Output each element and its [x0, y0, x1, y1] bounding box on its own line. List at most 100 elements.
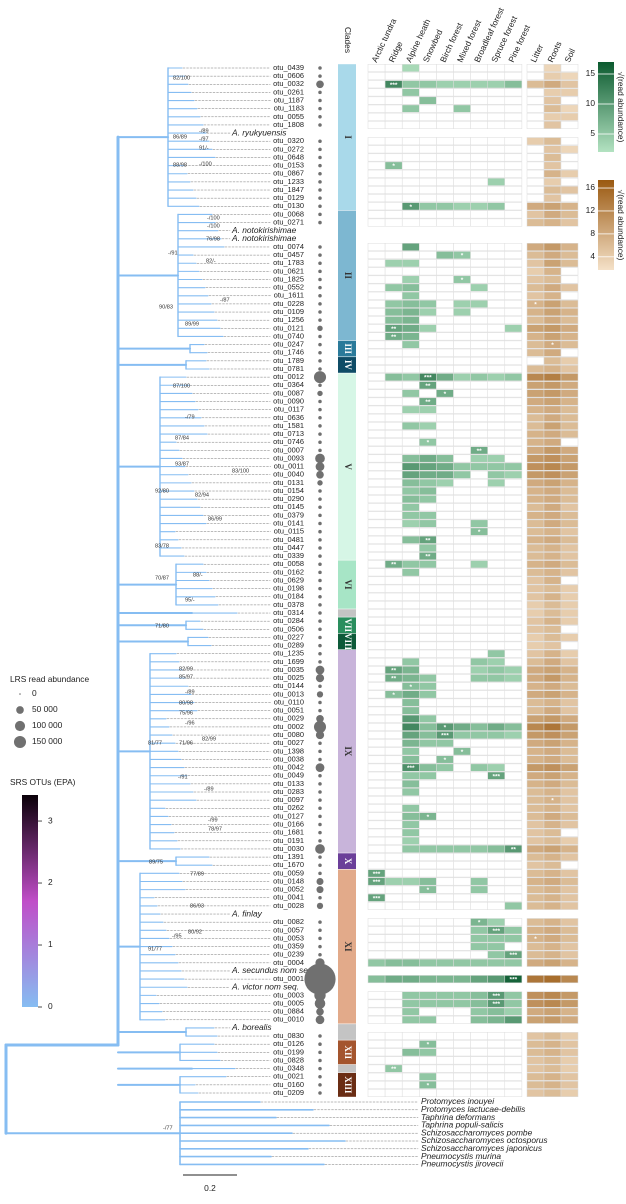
heat-cell [487, 1032, 506, 1041]
heat-cell [560, 755, 579, 764]
heat-cell [436, 999, 454, 1008]
heat-cell [560, 527, 579, 536]
heat-cell [487, 950, 506, 959]
heat-cell [436, 1040, 454, 1049]
heat-cell [470, 389, 488, 398]
heat-cell [560, 72, 579, 81]
heat-cell [504, 788, 523, 796]
significance: *** [390, 82, 398, 89]
species-label: A. ryukyuensis [231, 127, 287, 137]
clade-label: VII [343, 618, 353, 632]
heat-cell [487, 137, 506, 146]
heat-cell [401, 1007, 420, 1016]
heat-cell [504, 958, 523, 967]
heat-cell [419, 1056, 437, 1065]
heat-cell [453, 80, 471, 89]
heat-cell [487, 845, 506, 853]
heat-cell [543, 177, 562, 186]
heat-cell [526, 617, 545, 626]
heat-cell [560, 218, 579, 227]
heat-cell [384, 88, 403, 97]
heat-cell [384, 1089, 403, 1097]
heat-cell [526, 348, 545, 357]
clade-label: VIII [343, 633, 353, 651]
legend-title: SRS OTUs (EPA) [10, 777, 76, 787]
heat-cell [526, 1089, 545, 1097]
heat-cell [419, 698, 437, 707]
heat-cell [453, 324, 471, 333]
significance: * [409, 684, 412, 691]
heat-cell [526, 779, 545, 788]
lrs-dot [318, 1042, 322, 1046]
otu-label: otu_1391 [273, 852, 304, 861]
heat-cell [436, 625, 454, 634]
heat-cell [401, 308, 420, 316]
heat-cell [401, 649, 420, 658]
heat-cell [470, 243, 488, 251]
heat-cell [526, 544, 545, 552]
heat-cell [487, 527, 506, 536]
heat-cell [470, 617, 488, 626]
heat-cell [487, 893, 506, 902]
otu-label: otu_0051 [273, 706, 304, 715]
heat-cell [560, 690, 579, 699]
heat-cell [436, 218, 454, 227]
heat-cell [504, 682, 523, 691]
heat-cell [367, 454, 386, 463]
heat-cell [401, 316, 420, 325]
heat-cell [419, 291, 437, 300]
heat-cell [401, 1032, 420, 1041]
heat-cell [526, 1032, 545, 1041]
heat-cell [470, 1056, 488, 1065]
heat-cell [526, 804, 545, 813]
heat-cell [419, 267, 437, 276]
heat-cell [384, 177, 403, 186]
heat-cell [384, 112, 403, 121]
heat-cell [419, 120, 437, 129]
heat-cell [453, 104, 471, 113]
heat-cell [453, 633, 471, 642]
heat-cell [367, 153, 386, 162]
heat-cell [543, 267, 562, 276]
heat-cell [401, 999, 420, 1008]
heat-cell [436, 120, 454, 129]
lrs-dot [318, 546, 322, 550]
heat-cell [526, 796, 545, 805]
heat-cell [436, 202, 454, 211]
otu-label: otu_0130 [273, 201, 304, 210]
heat-cell [401, 397, 420, 406]
heat-cell [436, 316, 454, 325]
heat-cell [504, 779, 523, 788]
heat-cell [453, 592, 471, 601]
heat-cell [384, 975, 403, 984]
heat-cell [367, 511, 386, 520]
otu-label: otu_0740 [273, 331, 304, 340]
heat-cell [560, 1064, 579, 1073]
lrs-dot [318, 334, 322, 339]
heat-cell [419, 243, 437, 251]
heat-cell [419, 96, 437, 105]
otu-label: otu_0781 [273, 364, 304, 373]
heat-cell [543, 991, 562, 1000]
significance: *** [373, 879, 381, 886]
heat-cell [543, 788, 562, 796]
heat-cell [504, 893, 523, 902]
outgroup-label: Taphrina deformans [421, 1112, 496, 1122]
heat-cell [560, 495, 579, 504]
heat-cell [436, 308, 454, 316]
heat-cell [436, 592, 454, 601]
heat-cell [401, 552, 420, 561]
heat-cell [367, 698, 386, 707]
heat-cell [384, 316, 403, 325]
heat-cell [560, 267, 579, 276]
heat-cell [526, 771, 545, 780]
heat-cell [487, 324, 506, 333]
heat-cell [470, 218, 488, 227]
heat-cell [367, 1040, 386, 1049]
heat-cell [560, 641, 579, 650]
heat-cell [504, 291, 523, 300]
heat-cell [526, 495, 545, 504]
heat-cell [543, 682, 562, 691]
heat-cell [401, 511, 420, 520]
heat-cell [526, 901, 545, 910]
